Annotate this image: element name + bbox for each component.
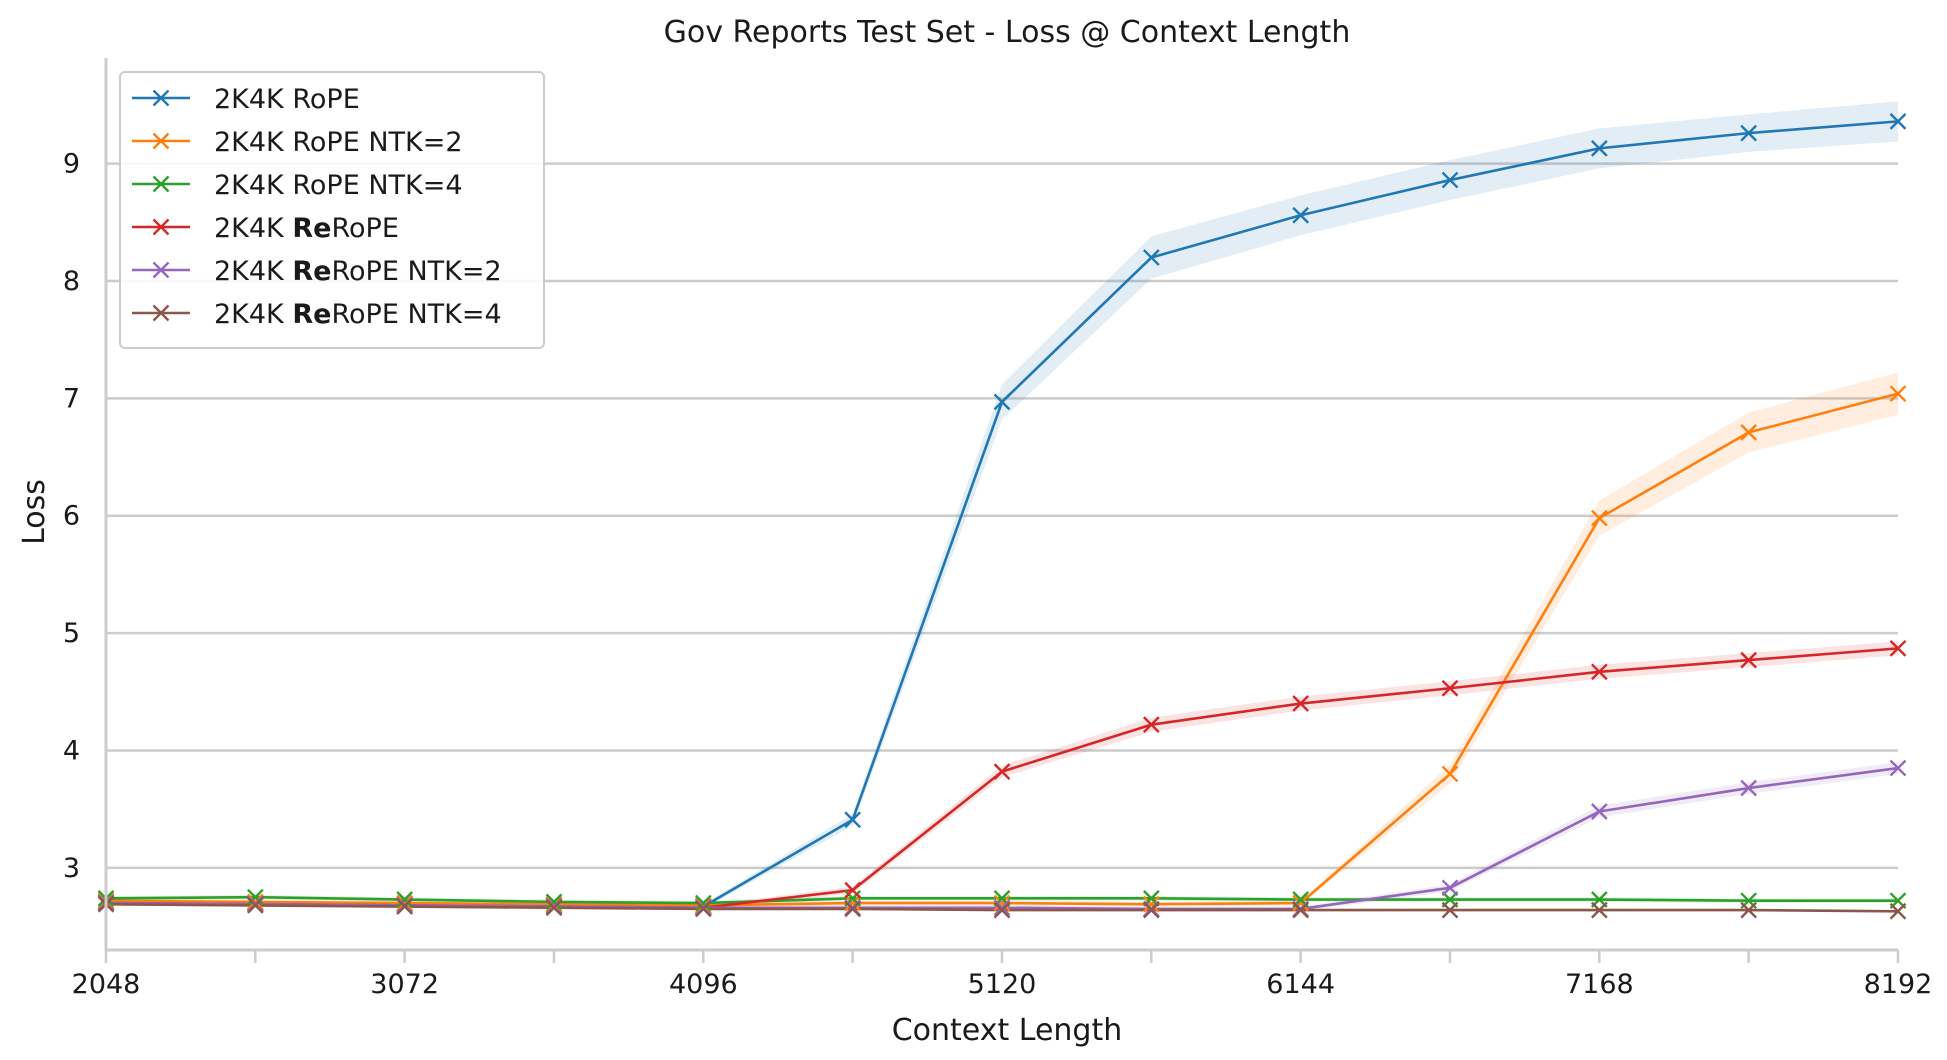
- legend-item: 2K4K ReRoPE NTK=2: [132, 256, 502, 287]
- x-tick-label: 2048: [72, 969, 141, 1000]
- legend-item: 2K4K RoPE NTK=4: [132, 170, 463, 201]
- y-tick-label: 9: [63, 149, 80, 180]
- series-6-point: [396, 898, 414, 915]
- legend-label: 2K4K RoPE NTK=2: [214, 127, 463, 158]
- series-6-point: [1590, 901, 1608, 919]
- series-2-point: [1292, 894, 1310, 912]
- series-3-point: [694, 894, 712, 912]
- y-tick-label: 5: [63, 618, 80, 649]
- x-axis-label: Context Length: [892, 1013, 1123, 1048]
- series-4-point: [993, 763, 1011, 780]
- series-3-point: [545, 893, 563, 911]
- series-2-point: [1740, 424, 1758, 441]
- series-6-point: [1441, 901, 1459, 919]
- series-6-point: [1889, 902, 1907, 920]
- legend-item: 2K4K ReRoPE: [132, 213, 399, 244]
- series-2-band: [106, 372, 1898, 908]
- series-6-point: [1292, 901, 1310, 919]
- legend-box: [119, 71, 545, 349]
- series-2-point: [246, 893, 264, 911]
- series-2-point: [1590, 509, 1608, 527]
- x-tick-label: 8192: [1864, 969, 1933, 1000]
- legend-item: 2K4K ReRoPE NTK=4: [132, 299, 502, 330]
- series-2-point: [844, 894, 862, 912]
- series-1-point: [844, 811, 862, 829]
- legend-label: 2K4K RoPE: [214, 84, 360, 115]
- legend-item: 2K4K RoPE: [132, 84, 360, 115]
- legend-marker: [152, 175, 170, 193]
- legend-marker: [152, 261, 170, 279]
- legend-item: 2K4K RoPE NTK=2: [132, 127, 463, 158]
- series-2-point: [1889, 385, 1907, 403]
- legend-label: 2K4K ReRoPE NTK=2: [214, 256, 502, 287]
- series-5-point: [1441, 879, 1459, 897]
- series-5-point: [1889, 759, 1907, 777]
- y-axis-label: Loss: [17, 479, 52, 545]
- series-2-point: [1441, 765, 1459, 783]
- series-5-point: [1740, 779, 1758, 797]
- series-2-point: [545, 895, 563, 913]
- x-tick-label: 4096: [669, 969, 738, 1000]
- series-3-point: [246, 888, 264, 906]
- x-tick-label: 7168: [1565, 969, 1634, 1000]
- series-1-point: [1441, 171, 1459, 189]
- series-2-line: [105, 392, 1899, 907]
- series-4-point: [1142, 716, 1160, 734]
- y-tick-label: 6: [63, 501, 80, 532]
- y-tick-label: 8: [63, 266, 80, 297]
- series-2-point: [396, 894, 414, 912]
- series-6-point: [993, 901, 1011, 919]
- series-6-point: [844, 900, 862, 918]
- y-tick-label: 4: [63, 735, 80, 766]
- y-tick-label: 3: [63, 853, 80, 884]
- series-2-point: [694, 897, 712, 914]
- legend-label: 2K4K RoPE NTK=4: [214, 170, 463, 201]
- x-tick-label: 3072: [370, 969, 439, 1000]
- legend-label: 2K4K ReRoPE: [214, 213, 399, 244]
- series-4-band: [106, 641, 1898, 911]
- series-2-point: [1142, 895, 1160, 913]
- x-axis-ticks: 2048 3072 4096 5120 6144 7168 8192: [72, 950, 1933, 1000]
- x-tick-label: 5120: [968, 969, 1037, 1000]
- series-2-point: [993, 894, 1011, 912]
- series-1-point: [993, 393, 1011, 411]
- legend-marker: [152, 218, 170, 236]
- chart-title: Gov Reports Test Set - Loss @ Context Le…: [664, 15, 1351, 50]
- series-1-point: [1142, 249, 1160, 266]
- series-4-point: [844, 881, 862, 899]
- series-3-point: [396, 891, 414, 908]
- series-5-point: [1590, 803, 1608, 820]
- series-1-point: [1740, 124, 1758, 142]
- series-1-point: [1590, 140, 1608, 157]
- x-tick-label: 6144: [1266, 969, 1335, 1000]
- series-6-point: [1740, 901, 1758, 919]
- legend-marker: [152, 304, 170, 322]
- series-4-point: [1441, 679, 1459, 697]
- legend: 2K4K RoPE 2K4K RoPE NTK=2 2K4K RoPE NTK=4 2…: [119, 71, 545, 349]
- series-5-line: [105, 766, 1899, 911]
- legend-label: 2K4K ReRoPE NTK=4: [214, 299, 502, 330]
- series-6-point: [1142, 901, 1160, 919]
- series-5-band: [106, 762, 1898, 912]
- series-4-point: [1590, 663, 1608, 681]
- legend-marker: [152, 89, 170, 107]
- series-4-point: [1292, 695, 1310, 712]
- series-4-point: [1740, 651, 1758, 669]
- series-6-point: [545, 899, 563, 917]
- y-tick-label: 7: [63, 383, 80, 414]
- series-1-point: [1292, 206, 1310, 224]
- y-axis-ticks: 3 4 5 6 7 8 9: [63, 149, 80, 884]
- series-6-point: [246, 897, 264, 914]
- series-5-point: [993, 899, 1011, 917]
- legend-marker: [152, 132, 170, 150]
- series-4-point: [1889, 640, 1907, 657]
- series-6-point: [694, 900, 712, 918]
- series-1-point: [1889, 113, 1907, 130]
